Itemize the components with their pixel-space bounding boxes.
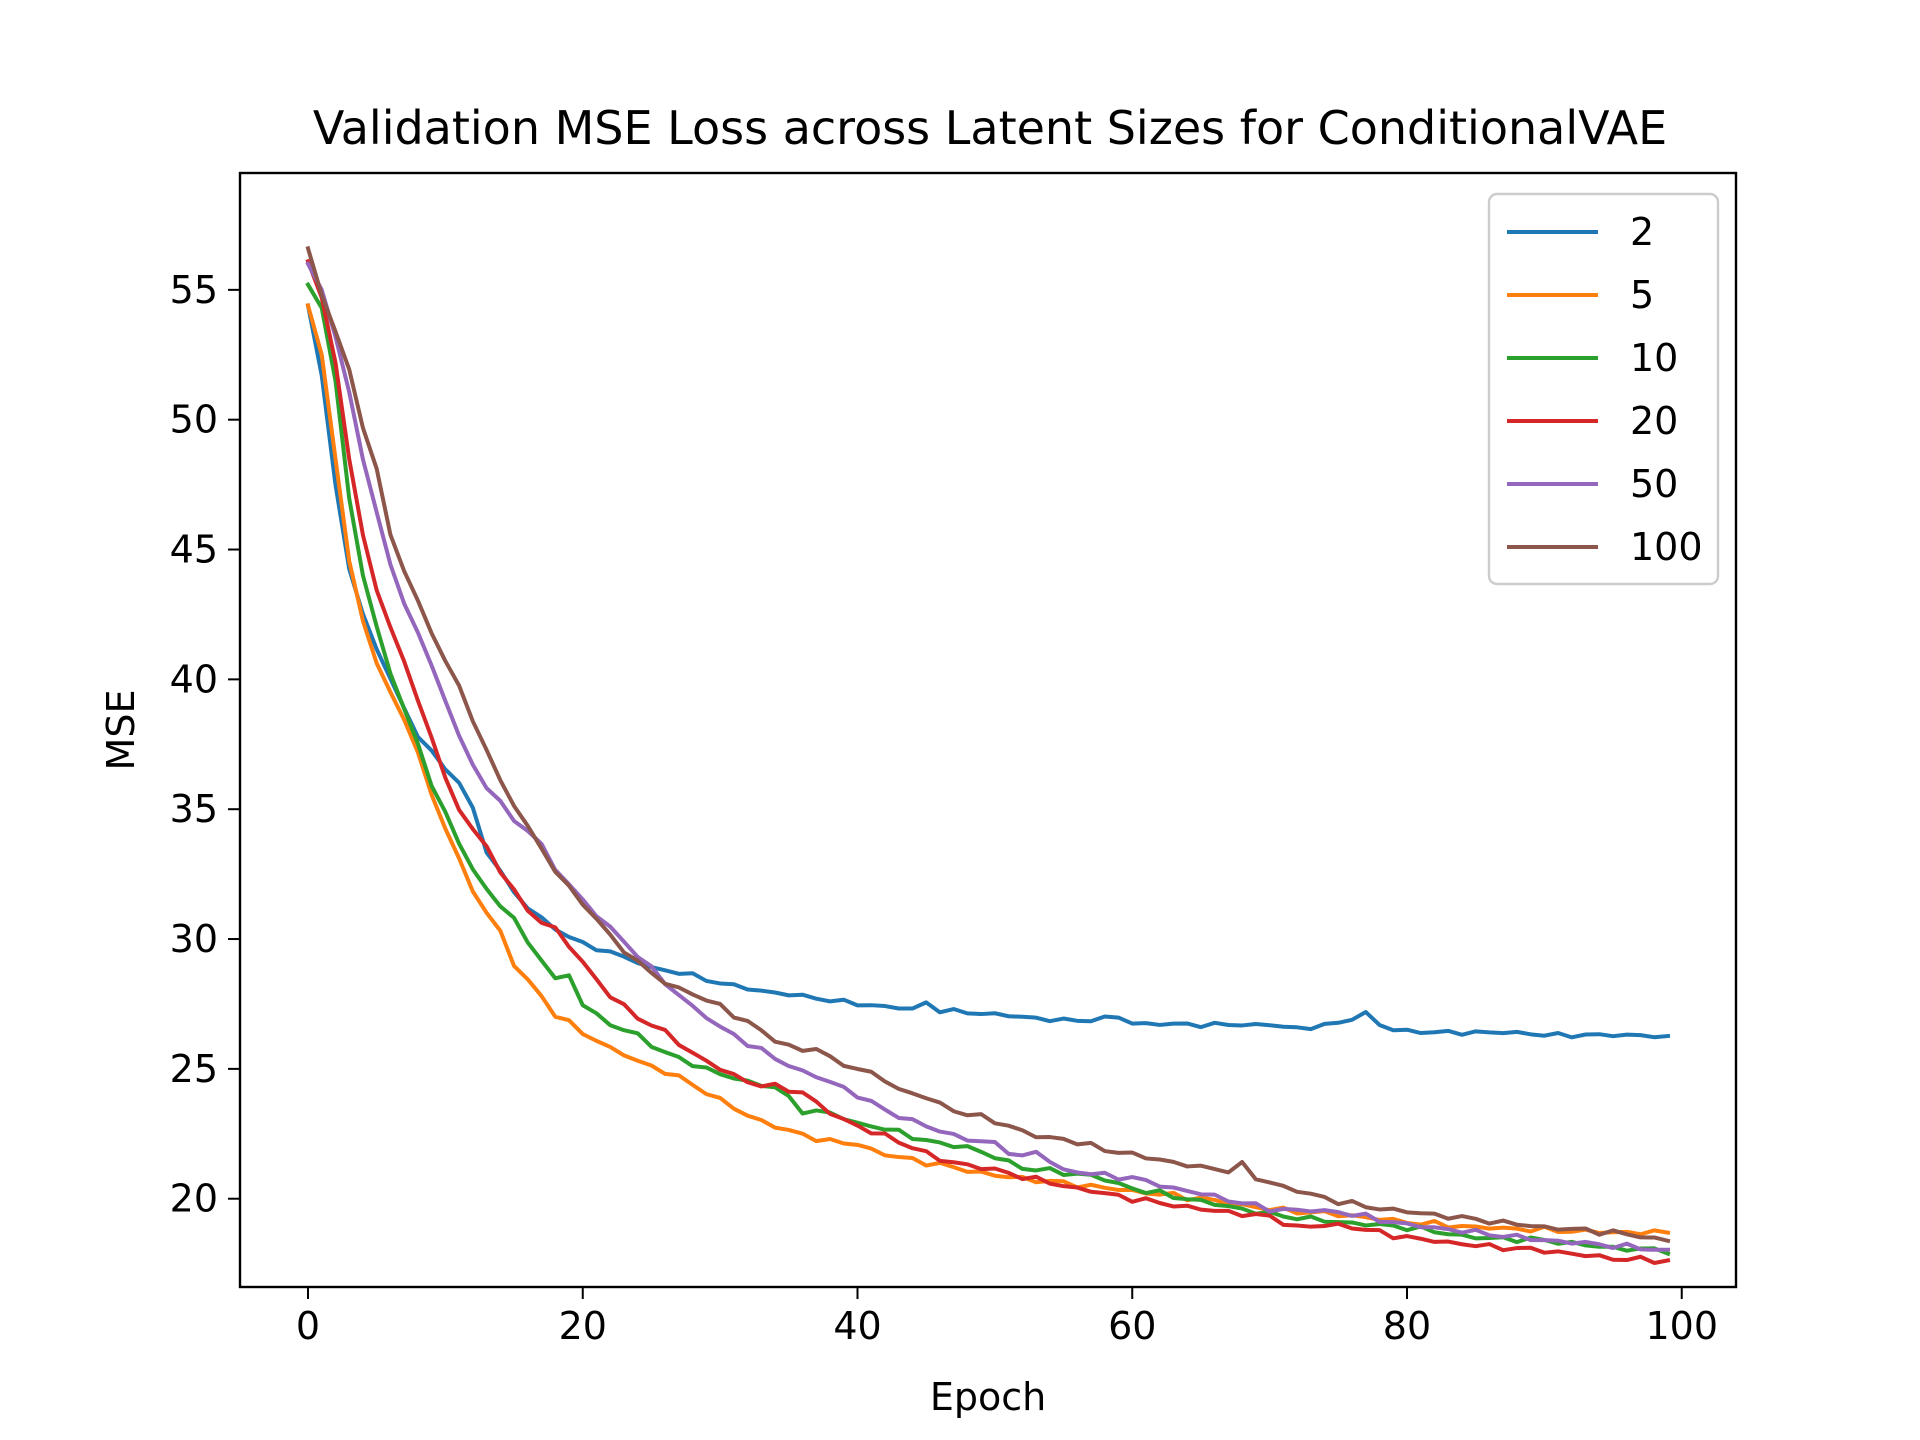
series-line-5 (305, 302, 1671, 1237)
y-tick-label: 20 (170, 1177, 218, 1221)
legend-label-100: 100 (1630, 525, 1703, 569)
legend-label-2: 2 (1630, 210, 1654, 254)
y-tick-label: 45 (170, 528, 218, 572)
series-layer (305, 245, 1671, 1265)
plot-area-frame (238, 171, 1738, 1289)
y-tick-label: 25 (170, 1047, 218, 1091)
legend-label-20: 20 (1630, 399, 1678, 443)
x-tick-label: 80 (1383, 1304, 1431, 1348)
x-tick-label: 100 (1645, 1304, 1718, 1348)
y-tick-label: 50 (170, 398, 218, 442)
chart-title: Validation MSE Loss across Latent Sizes … (313, 101, 1667, 155)
x-axis: 0 20 40 60 80 100 (296, 1287, 1718, 1348)
y-axis-label: MSE (99, 690, 143, 771)
x-tick-label: 60 (1108, 1304, 1156, 1348)
legend: 2 5 10 20 50 100 (1487, 192, 1720, 586)
y-tick-label: 35 (170, 787, 218, 831)
series-line-10 (305, 281, 1671, 1257)
x-tick-label: 0 (296, 1304, 320, 1348)
series-line-100 (305, 245, 1671, 1244)
y-tick-label: 40 (170, 657, 218, 701)
y-tick-label: 30 (170, 917, 218, 961)
y-tick-label: 55 (170, 268, 218, 312)
series-line-20 (305, 258, 1671, 1265)
legend-label-50: 50 (1630, 462, 1678, 506)
x-tick-label: 40 (833, 1304, 881, 1348)
x-axis-label: Epoch (930, 1375, 1046, 1419)
series-line-2 (305, 303, 1671, 1040)
legend-items: 2 5 10 20 50 100 (1507, 210, 1703, 569)
legend-label-10: 10 (1630, 336, 1678, 380)
legend-box (1487, 192, 1720, 586)
legend-label-5: 5 (1630, 273, 1654, 317)
y-axis: 20 25 30 35 40 45 50 55 (170, 268, 240, 1221)
x-tick-label: 20 (559, 1304, 607, 1348)
